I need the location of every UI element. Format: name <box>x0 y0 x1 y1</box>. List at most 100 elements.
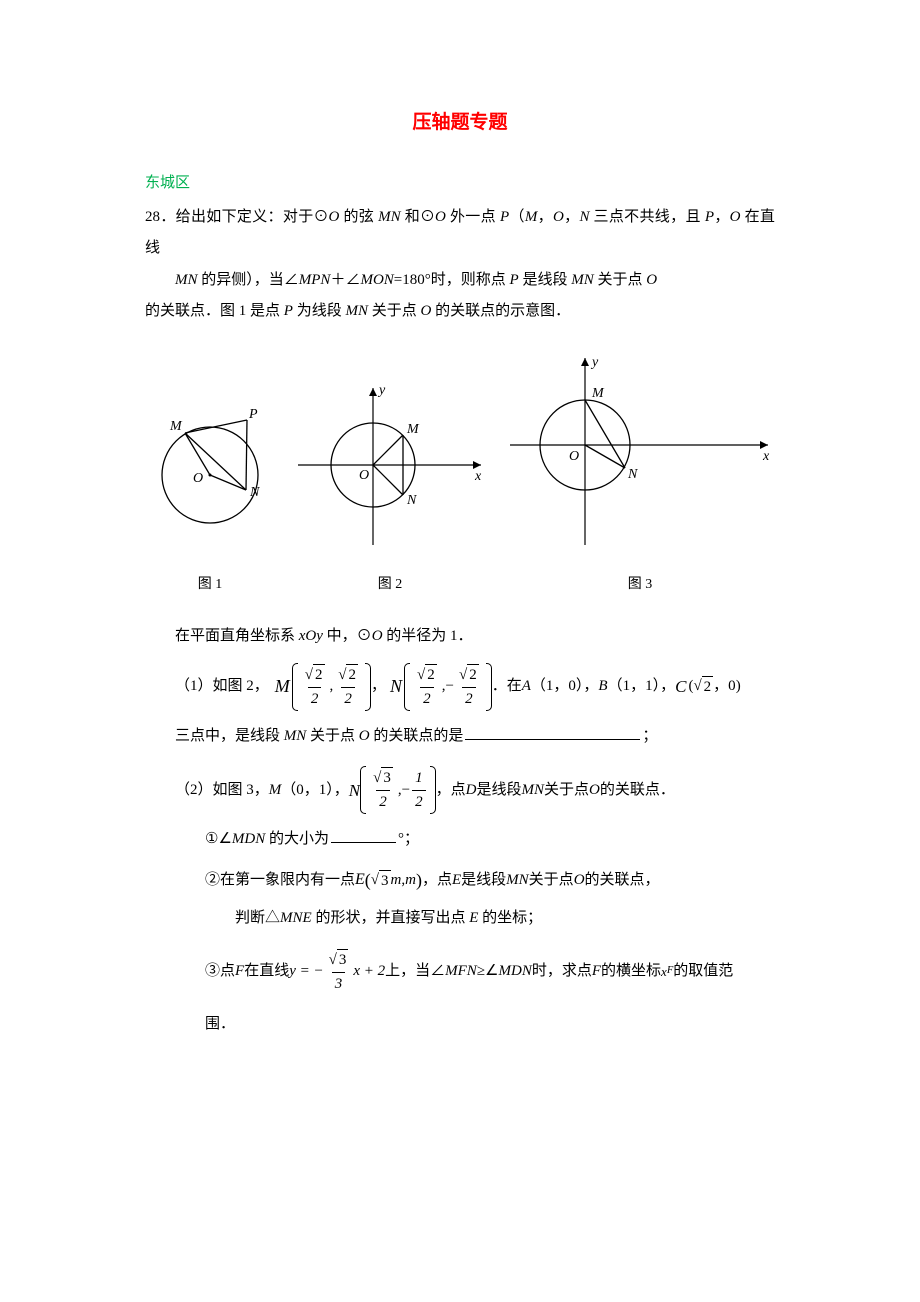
definition-line1: 28．给出如下定义：对于⊙O 的弦 MN 和⊙O 外一点 P（M，O，N 三点不… <box>145 202 775 265</box>
fig2-label-y: y <box>377 383 386 398</box>
q2-N-paren: √32, −12 <box>360 766 435 814</box>
q1-end: ； <box>642 728 657 744</box>
q2s2-E: E <box>355 869 365 891</box>
q2s2l2-text: 的坐标； <box>478 910 542 926</box>
sym-P: P <box>705 209 714 225</box>
fig3-label-O: O <box>569 449 579 464</box>
q2s3-text: 在直线 <box>244 961 289 982</box>
sym-P: P <box>510 272 519 288</box>
q2s3-text: ≥∠ <box>477 961 499 982</box>
problem-number: 28． <box>145 209 176 225</box>
sym-O: O <box>329 209 340 225</box>
sym-P: P <box>284 303 293 319</box>
q1-N: N <box>390 674 402 699</box>
q2s3-text: 的取值范 <box>673 961 733 982</box>
q1-B: B <box>598 676 607 697</box>
coord-text: 中，⊙ <box>323 628 372 644</box>
sym-O: O <box>372 628 383 644</box>
district-label: 东城区 <box>145 169 775 198</box>
problem-body: 28．给出如下定义：对于⊙O 的弦 MN 和⊙O 外一点 P（M，O，N 三点不… <box>145 202 775 1041</box>
q2s3-text: 的横坐标 <box>601 961 661 982</box>
page-title: 压轴题专题 <box>145 105 775 141</box>
sym-O: O <box>730 209 741 225</box>
figure-2-svg: O M N x y <box>293 380 488 550</box>
answer-blank-short <box>331 842 396 843</box>
q1-line2: 三点中，是线段 MN 关于点 O 的关联点的是； <box>145 721 775 753</box>
sym-MN: MN <box>284 728 307 744</box>
def-text: ＋∠ <box>330 272 360 288</box>
sym-MON: MON <box>360 272 393 288</box>
figure-3-block: O M N x y 图 3 <box>505 350 775 600</box>
fig3-label-x: x <box>762 449 770 464</box>
q2-sub2-line2: 判断△MNE 的形状，并直接写出点 E 的坐标； <box>145 903 775 935</box>
sym-MFN: MFN <box>445 961 477 982</box>
sym-O: O <box>435 209 446 225</box>
sym-MN: MN <box>571 272 594 288</box>
sym-P: P <box>500 209 509 225</box>
q2-tail: 的关联点． <box>600 780 675 801</box>
sym-O: O <box>574 870 585 891</box>
q2s3-text: 时，求点 <box>532 961 592 982</box>
def-text: 三点不共线，且 <box>594 209 705 225</box>
q2s3-text: 上，当∠ <box>385 961 445 982</box>
fig1-label-P: P <box>248 407 258 422</box>
q1-text: ．在 <box>492 676 522 697</box>
sym-O: O <box>589 780 600 801</box>
q2s2-m1: m <box>391 870 402 891</box>
sym-F: F <box>235 961 244 982</box>
q1-l2-text: 关于点 <box>306 728 359 744</box>
figure-3-caption: 图 3 <box>505 570 775 599</box>
figure-2-caption: 图 2 <box>293 570 488 599</box>
def-text: 为线段 <box>293 303 346 319</box>
def-text: 是线段 <box>519 272 572 288</box>
q1-B-coord: （1，1）， <box>608 676 676 697</box>
sym-O: O <box>359 728 370 744</box>
q2-sub2-line1: ②在第一象限内有一点 E (√3m, m) ，点 E 是线段 MN 关于点 O … <box>205 868 775 893</box>
q2s2-text: 的关联点， <box>585 870 660 891</box>
figure-1-svg: O M N P <box>145 400 275 550</box>
sym-MN: MN <box>521 780 544 801</box>
sym-MN: MN <box>175 272 198 288</box>
q2-tail: ，点 <box>436 780 466 801</box>
coord-text: 在平面直角坐标系 <box>175 628 299 644</box>
q2-tail: 关于点 <box>544 780 589 801</box>
fig1-label-O: O <box>193 471 203 486</box>
sym-O: O <box>646 272 657 288</box>
definition-line3: 的关联点．图 1 是点 P 为线段 MN 关于点 O 的关联点的示意图． <box>145 296 775 328</box>
q2s2-sqrt: 3 <box>379 870 391 892</box>
q1-A: A <box>522 676 531 697</box>
q1-C-sqrt: 2 <box>702 676 714 698</box>
q2s3-eq-lhs: y = − <box>289 961 323 982</box>
q2-M: M <box>269 780 282 801</box>
def-text: 外一点 <box>446 209 500 225</box>
neg-sign: − <box>402 780 410 801</box>
q2s2-text: 关于点 <box>529 870 574 891</box>
def-text: 的异侧），当∠ <box>201 272 299 288</box>
q2-sub3-line1: ③点 F 在直线 y = − √33 x + 2 上，当∠MFN≥∠MDN 时，… <box>205 949 775 995</box>
sym-E: E <box>469 910 478 926</box>
sym-MPN: MPN <box>299 272 331 288</box>
q2s1-text: °； <box>398 831 419 847</box>
q2-N: N <box>349 779 360 803</box>
sym-E: E <box>452 870 461 891</box>
sym-N: N <box>579 209 589 225</box>
figures-row: O M N P 图 1 O M N x y <box>145 350 775 600</box>
q2s2l2-text: 判断△ <box>235 910 280 926</box>
q1-C: C <box>675 675 686 699</box>
fig2-label-x: x <box>474 469 482 484</box>
sym-MDN: MDN <box>499 961 532 982</box>
coord-intro: 在平面直角坐标系 xOy 中，⊙O 的半径为 1． <box>145 621 775 653</box>
sym-MN: MN <box>345 303 368 319</box>
figure-1-caption: 图 1 <box>145 570 275 599</box>
figure-2-block: O M N x y 图 2 <box>293 380 488 600</box>
def-text: 的关联点．图 1 是点 <box>145 303 284 319</box>
q2s3-eq-rhs: x + 2 <box>353 961 385 982</box>
fig2-label-M: M <box>406 422 420 437</box>
neg-sign: − <box>446 676 454 697</box>
fig1-label-M: M <box>169 419 183 434</box>
q1-l2-text: 的关联点的是 <box>370 728 464 744</box>
def-text: 关于点 <box>368 303 421 319</box>
q1-M-paren: √22, √22 <box>292 663 371 711</box>
sym-O: O <box>420 303 431 319</box>
q2-M-coord: （0，1）， <box>281 780 349 801</box>
